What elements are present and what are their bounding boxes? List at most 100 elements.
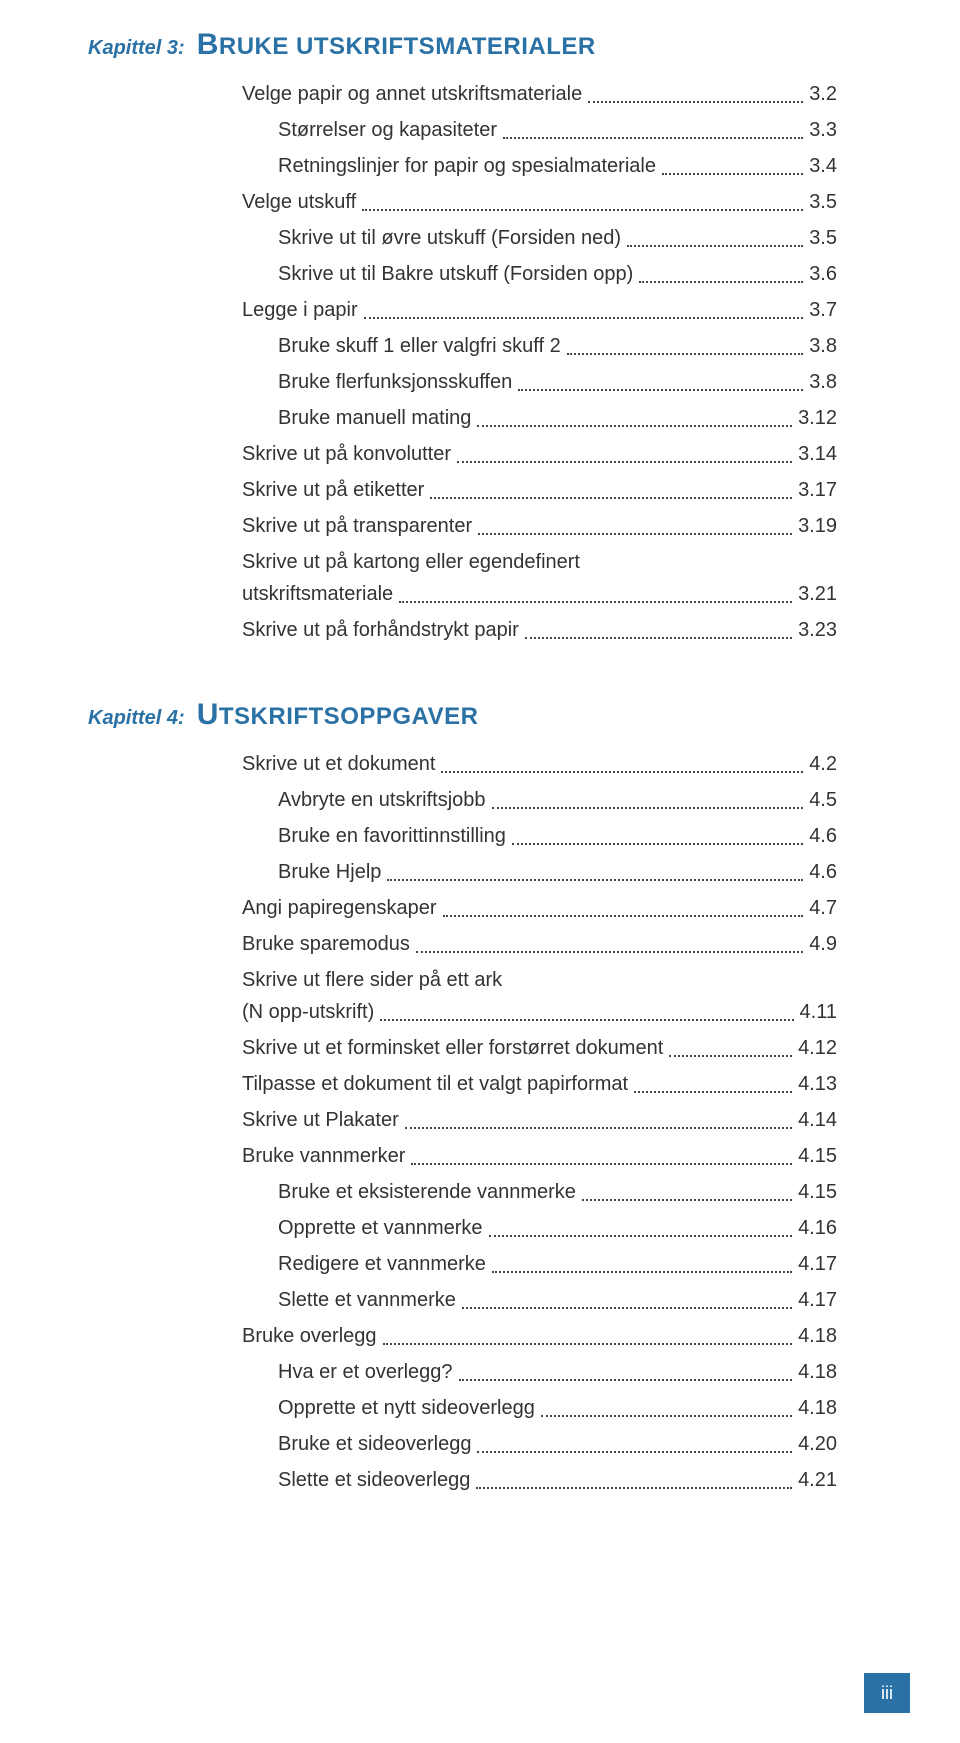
toc-row[interactable]: Bruke vannmerker4.15 bbox=[242, 1140, 837, 1172]
toc-page: 4.20 bbox=[798, 1428, 837, 1460]
toc-row[interactable]: Avbryte en utskriftsjobb4.5 bbox=[242, 784, 837, 816]
chapter-title: UTSKRIFTSOPPGAVER bbox=[197, 698, 479, 732]
toc-row[interactable]: Skrive ut et dokument4.2 bbox=[242, 748, 837, 780]
toc-leader bbox=[430, 497, 792, 499]
chapters-list: Kapittel 3:BRUKE UTSKRIFTSMATERIALERVelg… bbox=[88, 28, 872, 1496]
toc-leader bbox=[459, 1379, 793, 1381]
toc-row[interactable]: Retningslinjer for papir og spesialmater… bbox=[242, 150, 837, 182]
toc-leader bbox=[489, 1235, 793, 1237]
toc-page: 3.2 bbox=[809, 78, 837, 110]
toc-row[interactable]: Angi papiregenskaper4.7 bbox=[242, 892, 837, 924]
toc-row[interactable]: Skrive ut på kartong eller egendefinertu… bbox=[242, 546, 837, 610]
toc-row[interactable]: Bruke en favorittinnstilling4.6 bbox=[242, 820, 837, 852]
toc-row[interactable]: Bruke et sideoverlegg 4.20 bbox=[242, 1428, 837, 1460]
toc-leader bbox=[525, 637, 792, 639]
toc-leader bbox=[477, 425, 792, 427]
toc-row[interactable]: Velge papir og annet utskriftsmateriale3… bbox=[242, 78, 837, 110]
toc-row[interactable]: Velge utskuff3.5 bbox=[242, 186, 837, 218]
chapter-label: Kapittel 4: bbox=[88, 707, 185, 730]
toc-text-line: Skrive ut på kartong eller egendefinert bbox=[242, 546, 837, 578]
toc-row[interactable]: Bruke flerfunksjonsskuffen3.8 bbox=[242, 366, 837, 398]
toc-page: 3.6 bbox=[809, 258, 837, 290]
toc-leader bbox=[639, 281, 803, 283]
toc-page: 3.8 bbox=[809, 330, 837, 362]
toc-row[interactable]: Opprette et nytt sideoverlegg4.18 bbox=[242, 1392, 837, 1424]
toc-row[interactable]: Tilpasse et dokument til et valgt papirf… bbox=[242, 1068, 837, 1100]
toc-row-lastline: utskriftsmateriale3.21 bbox=[242, 578, 837, 610]
toc-row[interactable]: Skrive ut til Bakre utskuff (Forsiden op… bbox=[242, 258, 837, 290]
toc-page: 4.9 bbox=[809, 928, 837, 960]
toc-leader bbox=[399, 601, 792, 603]
toc-page: 3.19 bbox=[798, 510, 837, 542]
chapter-header: Kapittel 4: UTSKRIFTSOPPGAVER bbox=[88, 698, 872, 732]
toc-text-line: Skrive ut flere sider på ett ark bbox=[242, 964, 837, 996]
toc-text: Skrive ut til Bakre utskuff (Forsiden op… bbox=[278, 258, 633, 290]
toc-row[interactable]: Skrive ut på forhåndstrykt papir3.23 bbox=[242, 614, 837, 646]
toc-text: Størrelser og kapasiteter bbox=[278, 114, 497, 146]
toc-page: 4.16 bbox=[798, 1212, 837, 1244]
toc-row[interactable]: Slette et vannmerke 4.17 bbox=[242, 1284, 837, 1316]
toc-page: 4.18 bbox=[798, 1356, 837, 1388]
toc-page: 4.13 bbox=[798, 1068, 837, 1100]
toc-leader bbox=[588, 101, 803, 103]
toc-row[interactable]: Legge i papir3.7 bbox=[242, 294, 837, 326]
toc-row[interactable]: Hva er et overlegg? 4.18 bbox=[242, 1356, 837, 1388]
toc-page: 4.5 bbox=[809, 784, 837, 816]
toc-row[interactable]: Bruke overlegg4.18 bbox=[242, 1320, 837, 1352]
toc-row[interactable]: Skrive ut på transparenter3.19 bbox=[242, 510, 837, 542]
toc-leader bbox=[512, 843, 803, 845]
toc-page: 3.3 bbox=[809, 114, 837, 146]
toc-page: 3.7 bbox=[809, 294, 837, 326]
toc-leader bbox=[503, 137, 803, 139]
toc-page: 3.14 bbox=[798, 438, 837, 470]
page-container: Kapittel 3:BRUKE UTSKRIFTSMATERIALERVelg… bbox=[0, 0, 960, 1743]
toc-leader bbox=[457, 461, 792, 463]
toc-page: 4.12 bbox=[798, 1032, 837, 1064]
toc-page: 4.17 bbox=[798, 1284, 837, 1316]
toc-leader bbox=[627, 245, 803, 247]
toc-row[interactable]: Bruke manuell mating3.12 bbox=[242, 402, 837, 434]
toc-row[interactable]: Skrive ut på etiketter3.17 bbox=[242, 474, 837, 506]
toc-row[interactable]: Redigere et vannmerke4.17 bbox=[242, 1248, 837, 1280]
toc-text: Slette et vannmerke bbox=[278, 1284, 456, 1316]
toc-text: (N opp-utskrift) bbox=[242, 996, 374, 1028]
toc-row[interactable]: Skrive ut på konvolutter3.14 bbox=[242, 438, 837, 470]
toc-row[interactable]: Bruke et eksisterende vannmerke4.15 bbox=[242, 1176, 837, 1208]
toc-row[interactable]: Opprette et vannmerke 4.16 bbox=[242, 1212, 837, 1244]
toc-row[interactable]: Bruke sparemodus 4.9 bbox=[242, 928, 837, 960]
toc-text: Hva er et overlegg? bbox=[278, 1356, 453, 1388]
toc-text: Slette et sideoverlegg bbox=[278, 1464, 470, 1496]
toc-row[interactable]: Skrive ut Plakater4.14 bbox=[242, 1104, 837, 1136]
toc-page: 3.12 bbox=[798, 402, 837, 434]
toc-leader bbox=[441, 771, 803, 773]
toc-text: Bruke et eksisterende vannmerke bbox=[278, 1176, 576, 1208]
toc-text: Redigere et vannmerke bbox=[278, 1248, 486, 1280]
chapter-title-rest: TSKRIFTSOPPGAVER bbox=[219, 703, 479, 730]
toc-row[interactable]: Størrelser og kapasiteter 3.3 bbox=[242, 114, 837, 146]
toc-text: Angi papiregenskaper bbox=[242, 892, 437, 924]
toc-page: 4.21 bbox=[798, 1464, 837, 1496]
toc-page: 3.17 bbox=[798, 474, 837, 506]
toc-list: Velge papir og annet utskriftsmateriale3… bbox=[242, 78, 837, 646]
toc-leader bbox=[669, 1055, 792, 1057]
toc-text: Skrive ut et dokument bbox=[242, 748, 435, 780]
toc-row[interactable]: Skrive ut til øvre utskuff (Forsiden ned… bbox=[242, 222, 837, 254]
toc-row[interactable]: Skrive ut flere sider på ett ark(N opp-u… bbox=[242, 964, 837, 1028]
toc-page: 3.21 bbox=[798, 578, 837, 610]
toc-row[interactable]: Slette et sideoverlegg 4.21 bbox=[242, 1464, 837, 1496]
toc-text: Bruke Hjelp bbox=[278, 856, 381, 888]
toc-text: Bruke sparemodus bbox=[242, 928, 410, 960]
toc-page: 3.23 bbox=[798, 614, 837, 646]
toc-page: 3.5 bbox=[809, 186, 837, 218]
chapter-title-first: U bbox=[197, 698, 219, 731]
toc-row[interactable]: Bruke Hjelp4.6 bbox=[242, 856, 837, 888]
toc-leader bbox=[476, 1487, 792, 1489]
toc-text: Bruke et sideoverlegg bbox=[278, 1428, 471, 1460]
chapter-title-rest: RUKE UTSKRIFTSMATERIALER bbox=[219, 33, 596, 60]
toc-text: Bruke skuff 1 eller valgfri skuff 2 bbox=[278, 330, 561, 362]
toc-page: 3.5 bbox=[809, 222, 837, 254]
toc-text: Opprette et vannmerke bbox=[278, 1212, 483, 1244]
toc-text: Bruke vannmerker bbox=[242, 1140, 405, 1172]
toc-row[interactable]: Skrive ut et forminsket eller forstørret… bbox=[242, 1032, 837, 1064]
toc-row[interactable]: Bruke skuff 1 eller valgfri skuff 2 3.8 bbox=[242, 330, 837, 362]
